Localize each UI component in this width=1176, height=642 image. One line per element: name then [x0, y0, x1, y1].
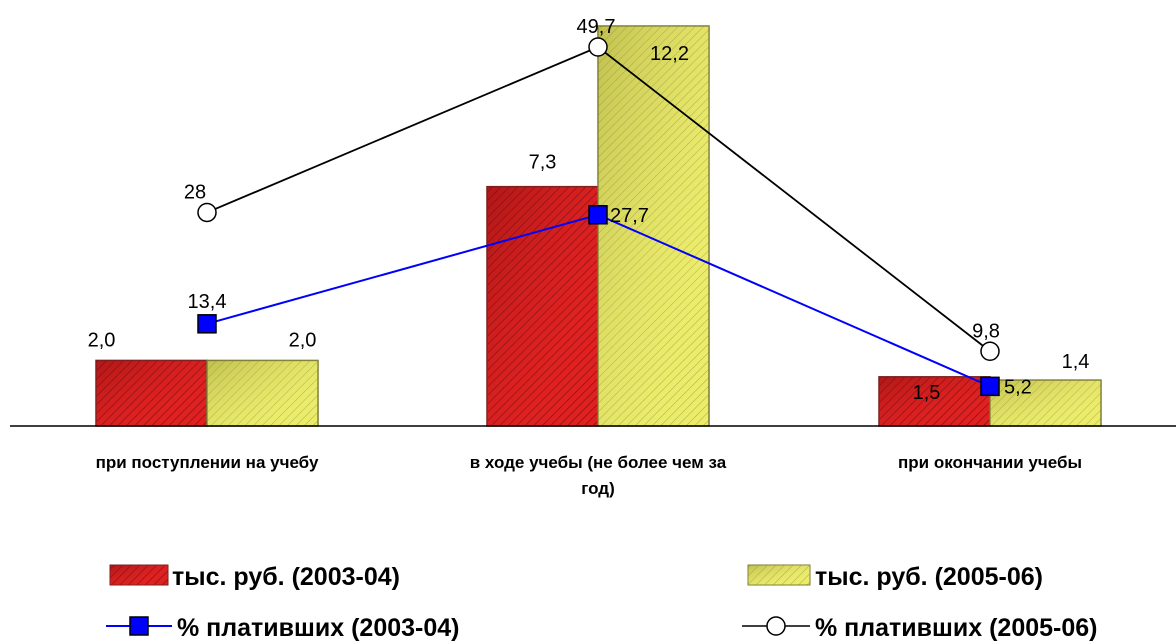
legend-label-line-2005: % плативших (2005-06): [815, 614, 1098, 642]
line-value-label: 28: [184, 181, 206, 203]
legend-item-line-2005: % плативших (2005-06): [742, 614, 1098, 642]
bar-value-label: 12,2: [650, 43, 689, 65]
bar-2003-1: [486, 185, 599, 427]
line-point-2003-2: [980, 376, 1000, 397]
category-labels: при поступлении на учебу в ходе учебы (не…: [96, 453, 1082, 498]
bar-2005-0: [206, 359, 319, 427]
bar-value-label: 1,4: [1062, 351, 1090, 373]
category-label: при поступлении на учебу: [96, 453, 319, 472]
bar-value-label: 7,3: [529, 152, 557, 174]
legend-label-bar-2005: тыс. руб. (2005-06): [815, 563, 1043, 591]
line-value-label: 9,8: [972, 320, 1000, 342]
legend-circle-marker: [766, 616, 786, 636]
legend-item-line-2003: % плативших (2003-04): [106, 614, 460, 642]
line-point-2003-1: [588, 205, 608, 225]
line-value-label: 13,4: [188, 291, 227, 313]
bar-value-label: 2,0: [88, 329, 116, 351]
line-point-2005-0: [197, 202, 217, 223]
legend-square-marker: [129, 616, 149, 636]
category-label: в ходе учебы (не более чем за: [470, 453, 727, 472]
legend-item-bar-2005: тыс. руб. (2005-06): [747, 563, 1043, 591]
legend: тыс. руб. (2003-04) тыс. руб. (2005-06) …: [106, 563, 1098, 642]
line-value-label: 5,2: [1004, 376, 1032, 398]
line-value-label: 49,7: [577, 16, 616, 38]
labels-layer: 2,0 7,3 1,5 2,0 12,2 1,4 28 49,7 9,8 13,4 27,7 5,2: [88, 16, 1090, 404]
bars-layer: [95, 25, 1102, 427]
category-label: при окончании учебы: [898, 453, 1082, 472]
bar-2003-0: [95, 359, 208, 427]
legend-swatch-bar-2003-shade: [110, 565, 168, 585]
legend-label-line-2003: % плативших (2003-04): [177, 614, 460, 642]
line-point-2005-1: [588, 37, 608, 57]
lines-layer: [197, 37, 1000, 397]
legend-item-bar-2003: тыс. руб. (2003-04): [109, 563, 400, 591]
line-value-label: 27,7: [610, 205, 649, 227]
bar-value-label: 1,5: [913, 382, 941, 404]
legend-swatch-bar-2005-shade: [748, 565, 810, 585]
line-point-2005-2: [980, 341, 1000, 362]
line-point-2003-0: [197, 314, 217, 334]
bar-value-label: 2,0: [289, 329, 317, 351]
category-label: год): [581, 479, 614, 498]
legend-label-bar-2003: тыс. руб. (2003-04): [172, 563, 400, 591]
